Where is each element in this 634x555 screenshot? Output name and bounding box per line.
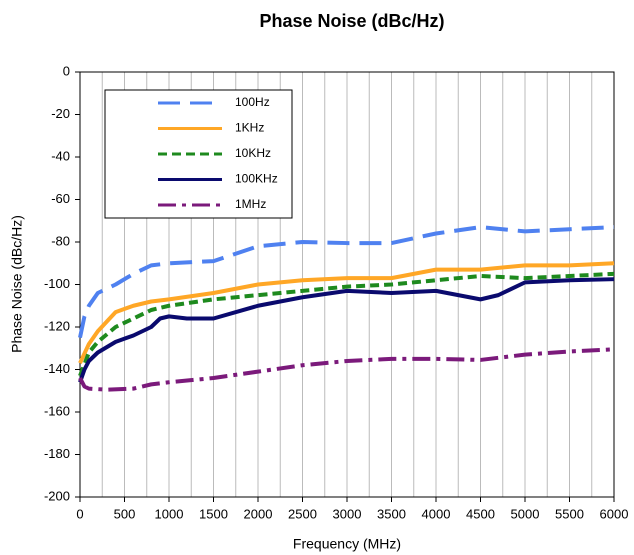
legend-label: 1KHz [235, 121, 264, 135]
x-tick-label: 3000 [333, 506, 362, 521]
y-tick-label: -20 [51, 106, 70, 121]
line [78, 277, 615, 383]
legend-label: 100Hz [235, 95, 270, 109]
y-tick-label: 0 [63, 63, 70, 78]
x-tick-label: 2000 [244, 506, 273, 521]
y-tick-label: -60 [51, 191, 70, 206]
x-tick-label: 0 [76, 506, 83, 521]
y-tick-label: -80 [51, 233, 70, 248]
y-tick-label: -180 [44, 446, 70, 461]
legend-label: 10KHz [235, 146, 271, 160]
line [78, 261, 615, 364]
x-tick-label: 4500 [466, 506, 495, 521]
line [78, 347, 615, 392]
x-tick-label: 5000 [511, 506, 540, 521]
x-axis-label: Frequency (MHz) [293, 536, 401, 552]
x-tick-label: 1500 [199, 506, 228, 521]
y-tick-label: -200 [44, 488, 70, 503]
y-tick-label: -140 [44, 361, 70, 376]
y-axis-label: Phase Noise (dBc/Hz) [9, 215, 25, 353]
x-tick-label: 500 [114, 506, 136, 521]
y-tick-label: -120 [44, 318, 70, 333]
chart-title: Phase Noise (dBc/Hz) [259, 11, 444, 31]
line [78, 225, 615, 339]
legend-label: 100KHz [235, 172, 278, 186]
x-tick-label: 1000 [155, 506, 184, 521]
legend [104, 89, 293, 219]
y-tick-label: -40 [51, 148, 70, 163]
y-tick-label: -160 [44, 403, 70, 418]
x-tick-label: 4000 [422, 506, 451, 521]
x-tick-label: 3500 [377, 506, 406, 521]
legend-label: 1MHz [235, 197, 266, 211]
x-tick-label: 6000 [600, 506, 629, 521]
y-tick-label: -100 [44, 276, 70, 291]
x-tick-label: 5500 [555, 506, 584, 521]
x-tick-label: 2500 [288, 506, 317, 521]
